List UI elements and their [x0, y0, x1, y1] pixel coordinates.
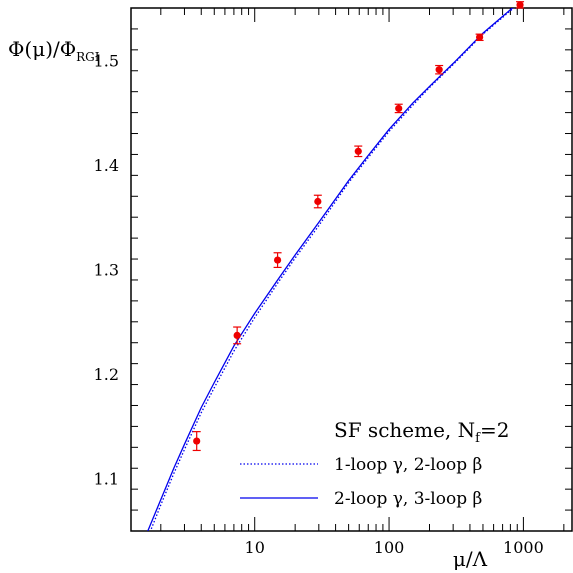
y-tick-label: 1.1	[94, 470, 119, 489]
y-axis-label-main: Φ(μ)/Φ	[8, 37, 76, 61]
y-axis-label-sub: RGI	[76, 50, 100, 64]
data-point	[435, 66, 443, 74]
y-tick-label: 1.5	[94, 51, 119, 70]
plot-frame	[130, 7, 573, 532]
legend-title-main: SF scheme, N	[334, 418, 475, 442]
y-tick-label: 1.2	[94, 365, 119, 384]
data-point	[475, 33, 484, 41]
y-tick-label: 1.3	[94, 261, 119, 280]
legend-title-suffix: =2	[480, 418, 509, 442]
legend-title-sub: f	[475, 431, 481, 446]
legend-label-2: 2-loop γ, 3-loop β	[334, 489, 482, 509]
x-axis-label: μ/Λ	[453, 547, 488, 571]
y-axis-label: Φ(μ)/ΦRGI	[8, 37, 100, 64]
series-line-2	[147, 8, 514, 531]
data-point	[516, 1, 524, 9]
data-point	[395, 104, 403, 113]
data-point	[314, 197, 322, 206]
x-tick-label: 100	[374, 538, 405, 557]
data-point	[233, 331, 241, 339]
x-tick-label: 1000	[503, 538, 544, 557]
legend-title: SF scheme, Nf=2	[334, 418, 509, 446]
y-tick-label: 1.4	[94, 156, 119, 175]
data-point	[354, 147, 362, 155]
data-point	[273, 256, 282, 264]
series-line-1	[150, 8, 515, 530]
x-tick-label: 10	[245, 538, 265, 557]
legend-label-1: 1-loop γ, 2-loop β	[334, 455, 482, 475]
data-point	[193, 437, 201, 445]
